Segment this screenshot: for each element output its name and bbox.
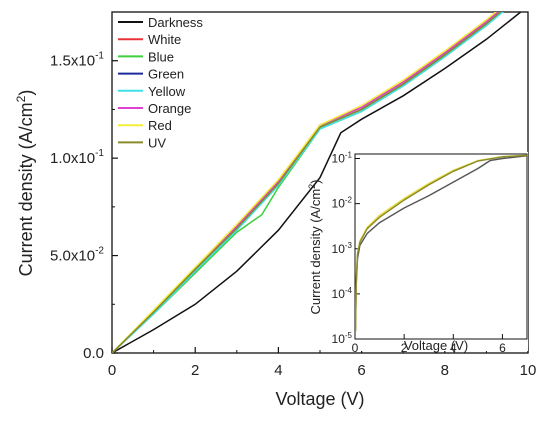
main-x-tick-label: 10 [520, 362, 537, 379]
inset-x-tick-label: 4 [450, 341, 457, 355]
inset-plot-frame [354, 153, 528, 340]
series-line-yellow [112, 12, 504, 353]
series-line-red [112, 12, 497, 353]
series-line-darkness [112, 12, 522, 353]
legend-label-uv: UV [148, 135, 166, 150]
main-series [112, 12, 522, 353]
legend-label-orange: Orange [148, 101, 191, 116]
inset-x-tick-label: 6 [499, 341, 506, 355]
legend-label-darkness: Darkness [148, 15, 203, 30]
inset-y-axis-label: Current density (A/cm2) [307, 179, 323, 314]
inset-tick-labels: 0 2 4 6 10-5 10-4 10-3 10-2 10-1 [332, 151, 507, 355]
main-y-tick-label: 5.0x10-2 [50, 246, 104, 265]
main-x-tick-label: 4 [274, 362, 282, 379]
inset-y-tick-label: 10-3 [332, 241, 353, 256]
main-y-tick-label: 1.0x10-1 [50, 148, 104, 167]
legend: Darkness White Blue Green Yellow Orange Red UV [118, 15, 203, 150]
inset-y-tick-label: 10-4 [332, 286, 353, 301]
inset-y-tick-label: 10-2 [332, 196, 353, 211]
inset-background [352, 152, 528, 351]
legend-label-red: Red [148, 118, 172, 133]
inset-series [355, 154, 527, 332]
series-line-uv [112, 12, 502, 353]
legend-label-blue: Blue [148, 49, 174, 64]
main-x-tick-label: 0 [108, 362, 116, 379]
inset-y-tick-label: 10-1 [332, 151, 353, 166]
main-x-tick-label: 6 [357, 362, 365, 379]
main-x-axis-label: Voltage (V) [275, 389, 364, 409]
main-y-axis-label: Current density (A/cm2) [14, 90, 36, 277]
main-tick-labels: 0 2 4 6 8 10 0.0 5.0x10-2 1.0x10-1 1.5x10-1 [50, 51, 536, 379]
inset-x-axis-label: Voltage (V) [404, 338, 468, 353]
legend-label-green: Green [148, 67, 184, 82]
main-y-tick-label: 1.5x10-1 [50, 51, 104, 70]
main-x-tick-label: 2 [191, 362, 199, 379]
inset-x-tick-label: 0 [352, 341, 359, 355]
inset-series-line-uv [355, 154, 527, 332]
main-x-tick-label: 8 [441, 362, 449, 379]
main-y-tick-label: 0.0 [83, 345, 104, 362]
inset-x-tick-label: 2 [401, 341, 408, 355]
legend-label-white: White [148, 32, 181, 47]
legend-label-yellow: Yellow [148, 84, 186, 99]
inset-y-tick-label: 10-5 [332, 331, 353, 346]
